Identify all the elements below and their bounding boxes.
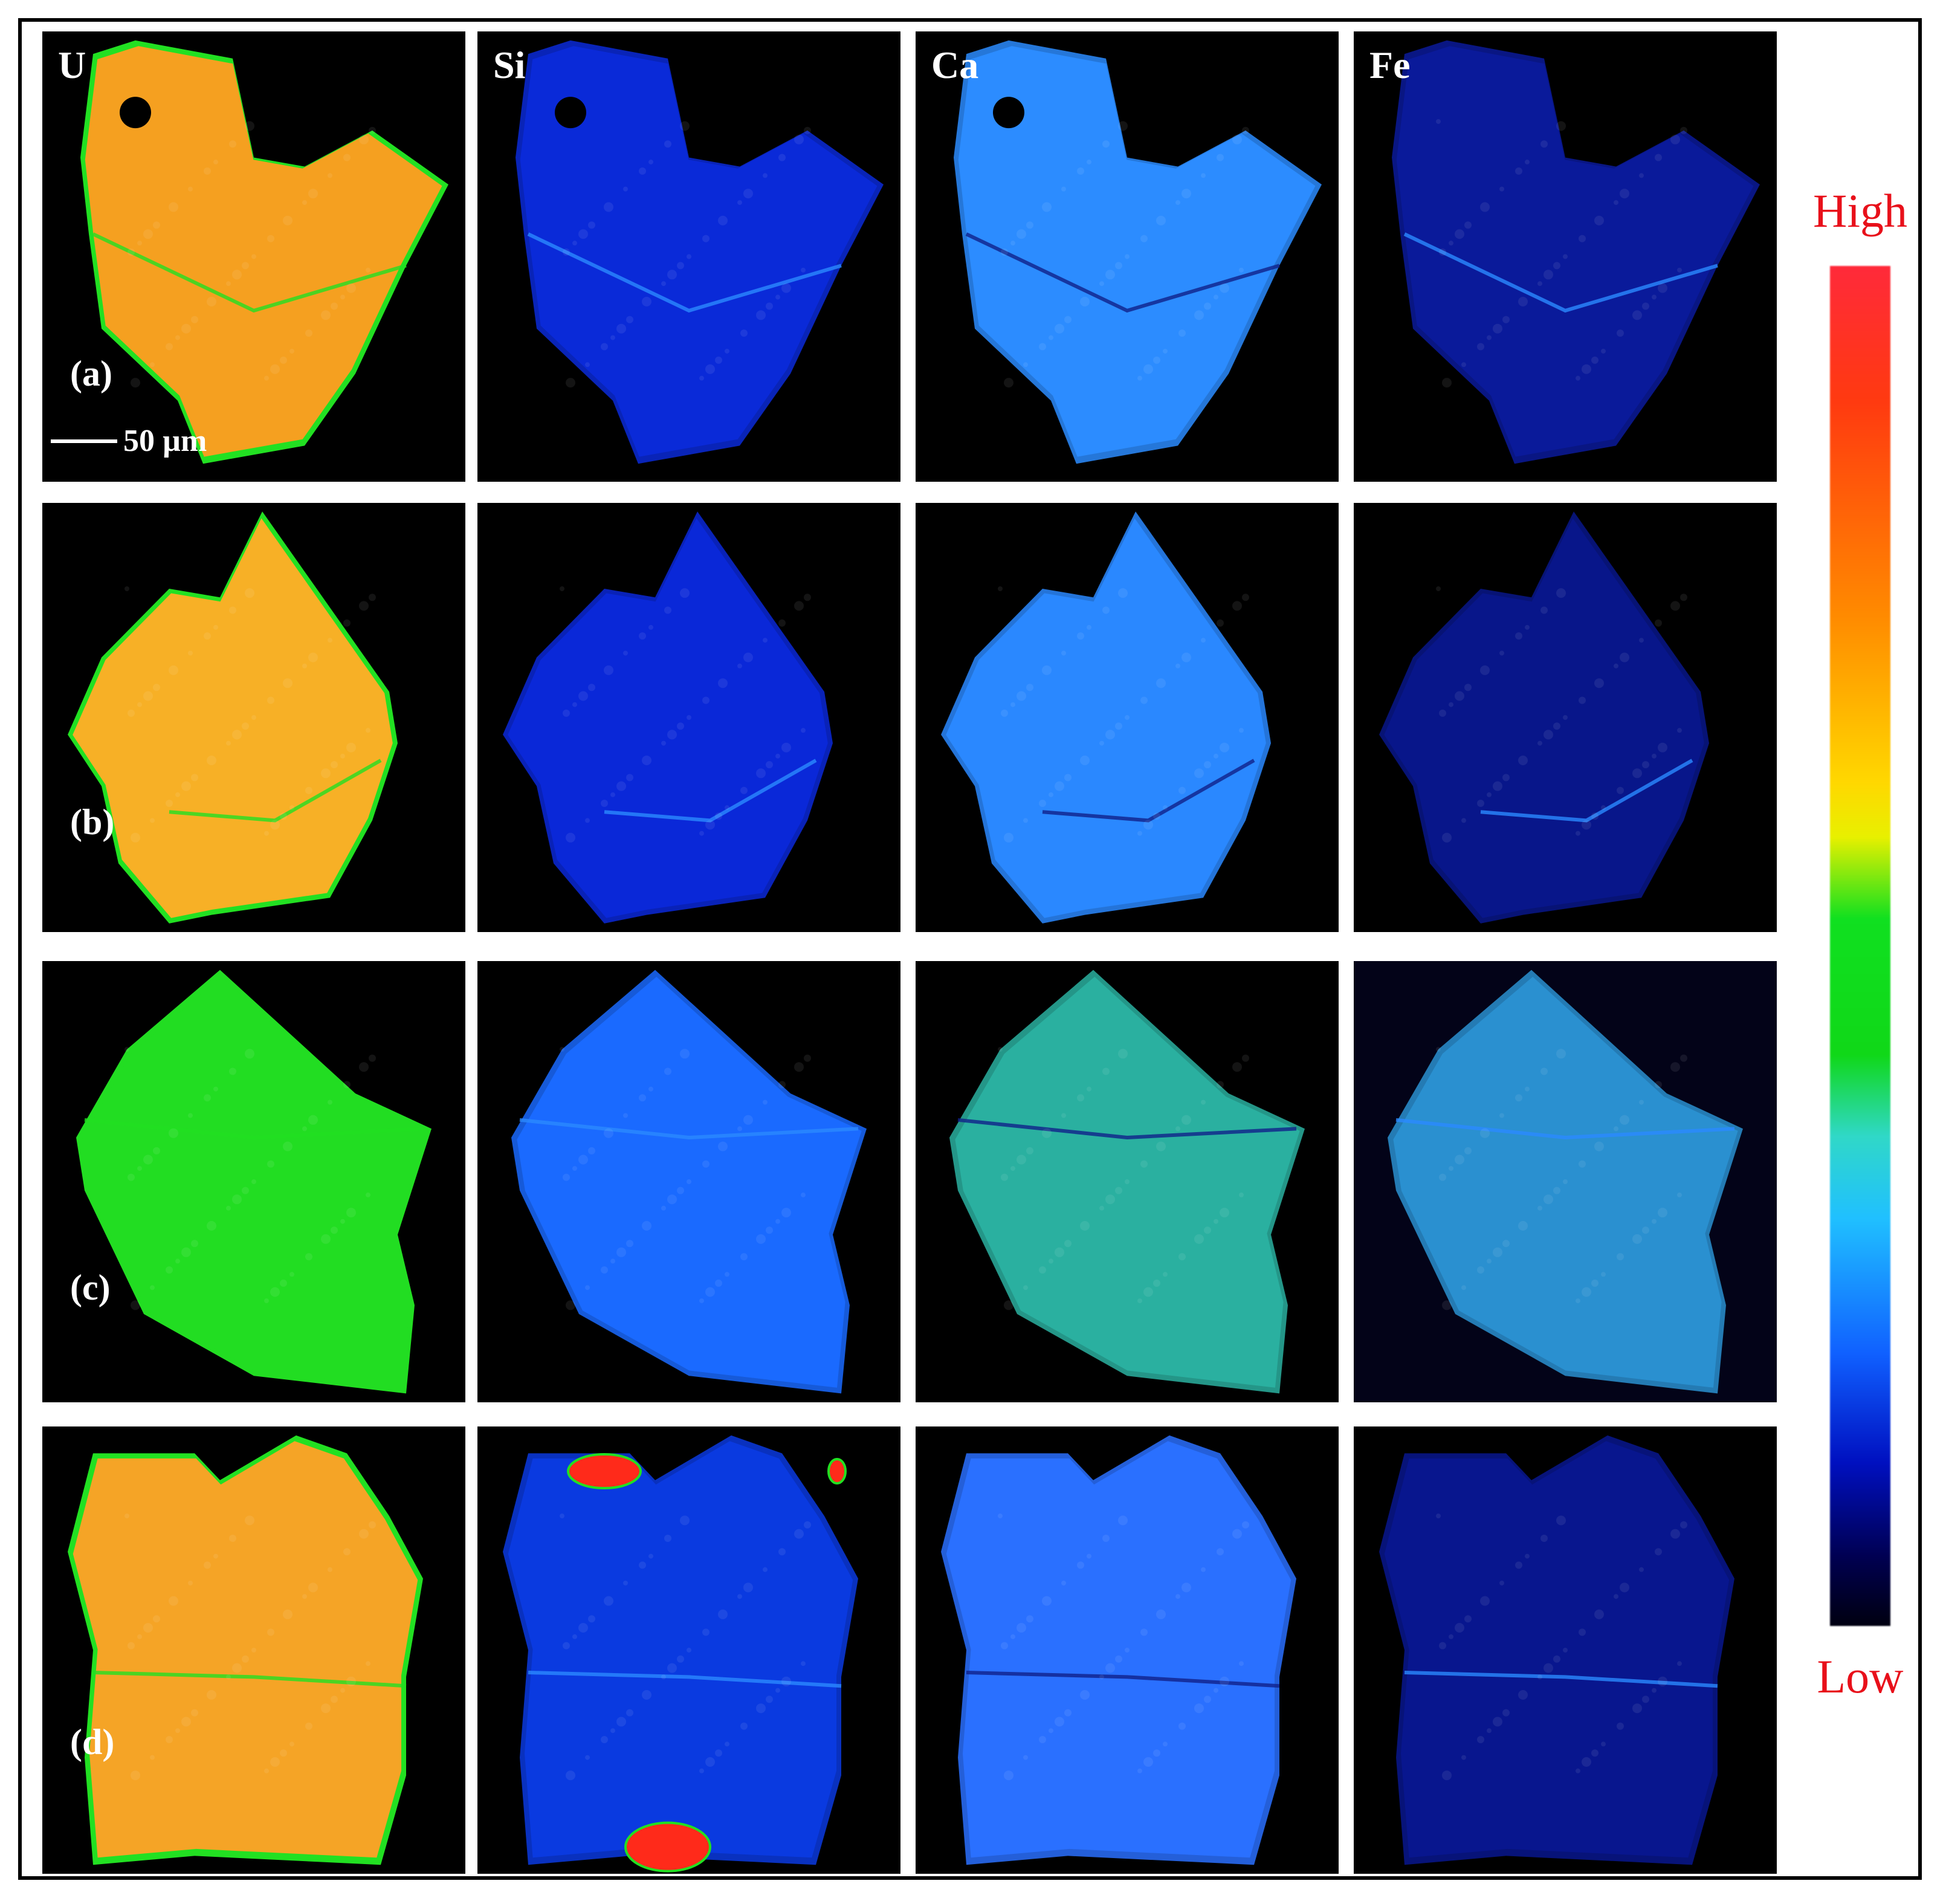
map-panel-u-d: (d) bbox=[42, 1426, 465, 1874]
element-label-si: Si bbox=[493, 44, 526, 86]
element-label-ca: Ca bbox=[931, 44, 979, 86]
elemental-map-image bbox=[1388, 970, 1743, 1394]
map-panel-fe-b bbox=[1354, 503, 1777, 932]
map-panel-ca-d bbox=[916, 1426, 1339, 1874]
row-label-b: (b) bbox=[70, 802, 115, 842]
map-panel-ca-b bbox=[916, 503, 1339, 932]
map-panel-fe-c bbox=[1354, 961, 1777, 1402]
elemental-map-image bbox=[941, 1435, 1296, 1865]
row-label-c: (c) bbox=[70, 1268, 111, 1307]
map-panel-ca-c bbox=[916, 961, 1339, 1402]
elemental-map-image bbox=[1379, 1435, 1734, 1865]
map-panel-u-a: U (a) 50 µm bbox=[42, 31, 465, 482]
elemental-map-image bbox=[516, 40, 884, 464]
elemental-map-image bbox=[68, 1435, 423, 1865]
elemental-map-image bbox=[1379, 511, 1709, 924]
elemental-map-image bbox=[503, 1435, 858, 1873]
element-label-u: U bbox=[58, 44, 86, 86]
elemental-map-image bbox=[80, 40, 448, 464]
elemental-map-image bbox=[76, 970, 432, 1394]
elemental-map-image bbox=[511, 970, 867, 1394]
map-panel-si-d bbox=[477, 1426, 900, 1874]
map-panel-fe-a: Fe bbox=[1354, 31, 1777, 482]
scale-bar-line bbox=[51, 439, 117, 443]
map-panel-si-a: Si bbox=[477, 31, 900, 482]
map-panel-ca-a: Ca bbox=[916, 31, 1339, 482]
row-label-a: (a) bbox=[70, 354, 112, 393]
row-label-d: (d) bbox=[70, 1722, 115, 1762]
element-label-fe: Fe bbox=[1369, 44, 1411, 86]
elemental-map-image bbox=[68, 511, 398, 924]
map-panel-u-c: (c) bbox=[42, 961, 465, 1402]
elemental-map-image bbox=[954, 40, 1322, 464]
map-panel-u-b: (b) bbox=[42, 503, 465, 932]
scale-bar-label: 50 µm bbox=[123, 424, 207, 458]
map-panel-si-c bbox=[477, 961, 900, 1402]
elemental-map-image bbox=[941, 511, 1271, 924]
map-panel-fe-d bbox=[1354, 1426, 1777, 1874]
elemental-map-image bbox=[503, 511, 833, 924]
elemental-map-image bbox=[949, 970, 1305, 1394]
figure-frame bbox=[18, 18, 1922, 1880]
map-panel-si-b bbox=[477, 503, 900, 932]
colorbar-low-label: Low bbox=[1817, 1650, 1904, 1703]
colorbar bbox=[1830, 266, 1890, 1626]
elemental-map-image bbox=[1392, 40, 1760, 464]
colorbar-high-label: High bbox=[1813, 184, 1907, 237]
